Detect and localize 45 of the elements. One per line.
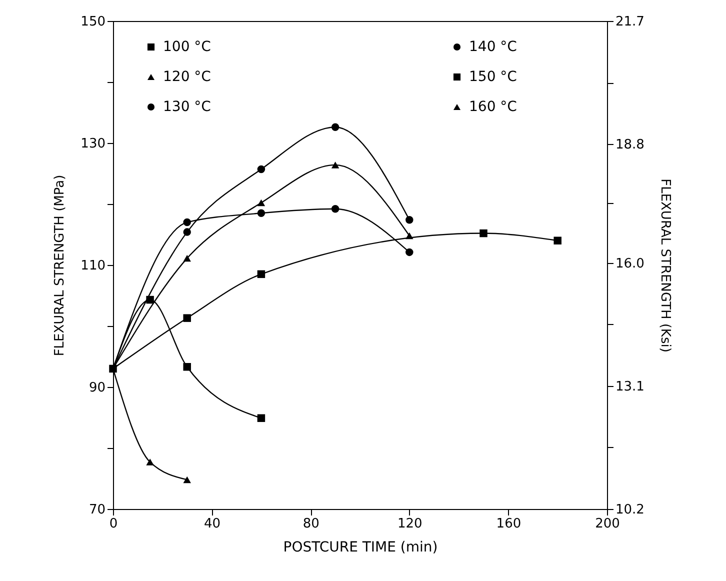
point: [146, 296, 154, 304]
point: [257, 414, 266, 422]
x-tick-label: 0: [109, 516, 118, 532]
point: [257, 199, 266, 206]
point: [331, 123, 340, 132]
y2-tick-label: 16.0: [616, 256, 644, 272]
y-tick-label: 110: [80, 258, 106, 274]
point: [183, 218, 191, 226]
point: [406, 248, 414, 256]
legend-label: 120 °C: [163, 69, 212, 85]
y2-tick-label: 21.7: [616, 14, 644, 30]
point: [331, 205, 340, 213]
x-tick-label: 120: [397, 516, 422, 532]
x-tick-label: 80: [302, 516, 320, 532]
y2-tick-label: 10.2: [616, 502, 644, 518]
point: [183, 314, 191, 322]
x-tick-label: 160: [496, 516, 522, 532]
y-tick-label: 90: [88, 380, 106, 396]
legend-label: 160 °C: [469, 99, 518, 115]
y2-tick-label: 18.8: [616, 138, 644, 153]
point: [257, 165, 266, 174]
x-tick-label: 40: [204, 516, 221, 532]
point: [109, 364, 117, 373]
legend-label: 100 °C: [163, 39, 212, 55]
legend-label: 150 °C: [469, 69, 518, 85]
y-tick-label: 70: [88, 502, 106, 518]
point: [183, 254, 191, 262]
point: [183, 362, 191, 371]
y-tick-label: 130: [80, 136, 106, 152]
point: [331, 162, 340, 168]
y-tick-label: 150: [80, 14, 106, 30]
point: [406, 216, 414, 224]
x-axis-title: POSTCURE TIME (min): [283, 540, 438, 556]
x-tick-label: 200: [595, 516, 620, 532]
point: [257, 270, 266, 278]
point: [554, 236, 562, 244]
point: [406, 232, 414, 240]
y2-axis-title: FLEXURAL STRENGTH (Ksi): [657, 178, 672, 352]
point: [480, 229, 488, 238]
point: [183, 228, 191, 236]
legend-label: 140 °C: [469, 39, 518, 55]
y2-tick-label: 13.1: [616, 379, 644, 394]
legend-label: 130 °C: [163, 99, 212, 115]
y-axis-title: FLEXURAL STRENGTH (MPa): [52, 174, 68, 356]
point: [257, 209, 266, 218]
